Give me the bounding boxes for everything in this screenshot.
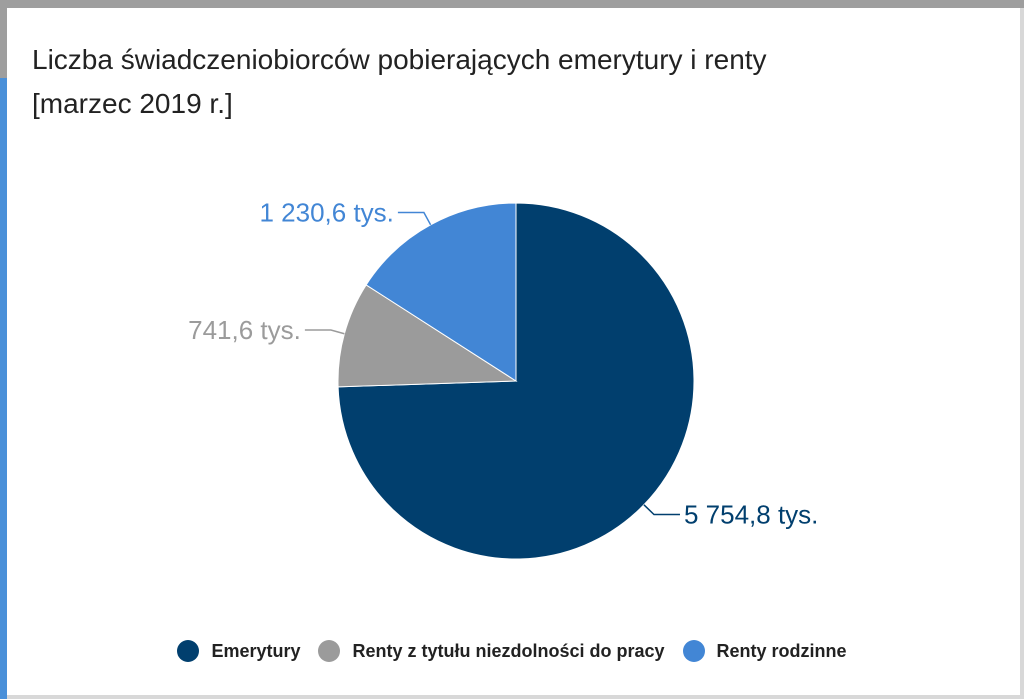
legend-label-emerytury: Emerytury <box>211 640 301 661</box>
data-label-emerytury: 5 754,8 tys. <box>684 500 818 530</box>
frame-top-border <box>0 0 1024 8</box>
frame-bottom-border <box>7 695 1020 699</box>
frame-left-blue-border <box>0 78 7 699</box>
leader-line-renty-rodzinne <box>397 211 432 226</box>
chart-title: Liczba świadczeniobiorców pobierających … <box>32 38 932 126</box>
chart-legend: Emerytury Renty z tytułu niezdolności do … <box>0 640 1024 662</box>
legend-item-renty-niezdolnosc: Renty z tytułu niezdolności do pracy <box>318 640 665 662</box>
legend-item-emerytury: Emerytury <box>177 640 300 662</box>
data-label-renty-niezdolnosc: 741,6 tys. <box>188 315 301 345</box>
frame-left-gray-border <box>0 8 7 78</box>
legend-swatch-renty-niezdolnosc <box>318 640 341 662</box>
legend-label-renty-rodzinne: Renty rodzinne <box>716 640 847 661</box>
data-label-renty-rodzinne: 1 230,6 tys. <box>259 198 393 228</box>
pie-slice-renty-rodzinne <box>365 202 517 382</box>
legend-item-renty-rodzinne: Renty rodzinne <box>682 640 847 662</box>
chart-title-line-1: Liczba świadczeniobiorców pobierających … <box>32 44 767 75</box>
legend-swatch-emerytury <box>177 640 200 662</box>
leader-line-emerytury <box>643 504 680 516</box>
chart-title-line-2: [marzec 2019 r.] <box>32 88 233 119</box>
legend-label-renty-niezdolnosc: Renty z tytułu niezdolności do pracy <box>352 640 665 661</box>
frame-right-border <box>1020 8 1024 699</box>
leader-line-renty-niezdolnosc <box>304 329 345 335</box>
legend-swatch-renty-rodzinne <box>682 640 705 662</box>
